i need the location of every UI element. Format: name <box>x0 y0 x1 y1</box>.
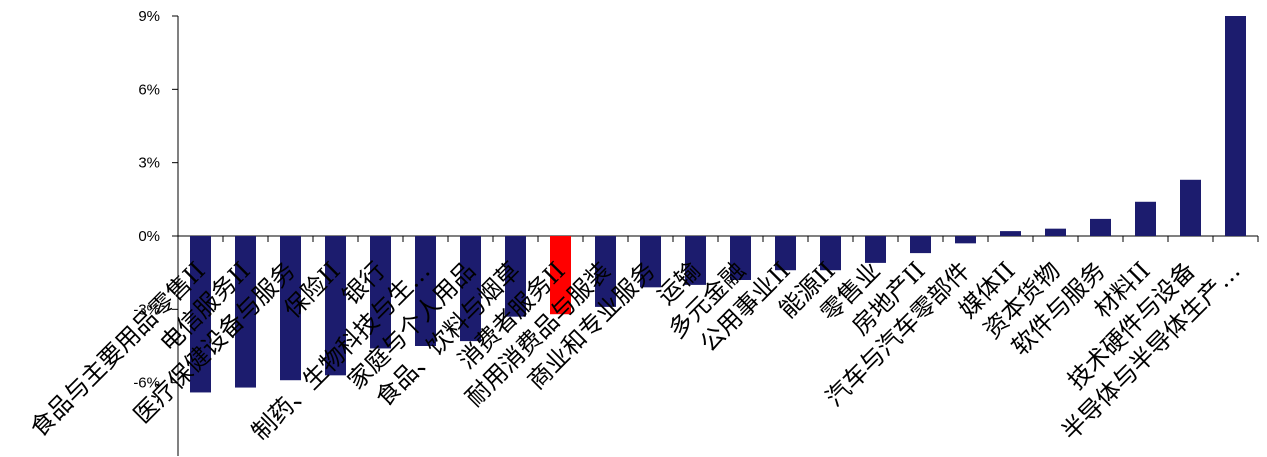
y-tick-label: -6% <box>133 375 160 392</box>
bar <box>1135 201 1156 236</box>
bar <box>415 236 436 346</box>
y-tick-label: 3% <box>138 155 160 172</box>
bar <box>595 236 616 307</box>
bar <box>280 236 301 381</box>
y-tick-label: 0% <box>138 228 160 245</box>
bar <box>910 236 931 254</box>
bar-highlighted <box>550 236 571 315</box>
bar <box>730 236 751 280</box>
y-axis-labels: 9% 6% 3% 0% -3% -6% <box>133 8 160 392</box>
x-axis-labels: 食品与主要用品零售II电信服务II医疗保健设备与服务保险II银行制药、生物科技与… <box>25 256 1246 446</box>
bar <box>1000 231 1021 236</box>
bar <box>865 236 886 263</box>
y-tick-label: -3% <box>133 301 160 318</box>
bar <box>775 236 796 271</box>
bar <box>1225 16 1246 236</box>
x-tick-label: 食品与主要用品零售II <box>25 256 211 442</box>
axes <box>172 15 1259 456</box>
bar <box>460 236 481 342</box>
bar <box>955 236 976 244</box>
bar <box>1045 228 1066 236</box>
bar <box>1090 218 1111 236</box>
bar <box>685 236 706 285</box>
bar <box>820 236 841 271</box>
bars <box>190 16 1246 393</box>
bar <box>235 236 256 388</box>
bar <box>325 236 346 376</box>
bar <box>1180 179 1201 236</box>
y-tick-label: 6% <box>138 81 160 98</box>
bar <box>190 236 211 393</box>
bar <box>370 236 391 349</box>
y-tick-label: 9% <box>138 8 160 25</box>
bar <box>505 236 526 317</box>
bar <box>640 236 661 288</box>
